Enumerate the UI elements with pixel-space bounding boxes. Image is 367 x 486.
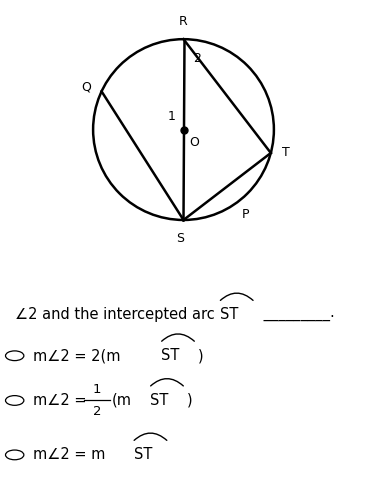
Text: 1: 1 [93,383,102,396]
Text: ST: ST [220,308,239,322]
Text: Q: Q [81,81,91,94]
Text: ST: ST [161,348,180,363]
Text: ST: ST [134,448,152,462]
Text: 2: 2 [93,405,102,417]
Text: ): ) [198,348,204,363]
Text: O: O [189,137,199,149]
Text: (m: (m [112,393,132,408]
Text: P: P [242,208,250,221]
Text: 1: 1 [168,109,176,122]
Text: R: R [179,16,188,28]
Text: ∠2 and the intercepted arc: ∠2 and the intercepted arc [15,308,214,322]
Text: _________.: _________. [259,308,334,322]
Text: ): ) [187,393,193,408]
Text: m∠2 = 2(m: m∠2 = 2(m [33,348,120,363]
Text: T: T [281,146,290,159]
Text: S: S [177,232,185,245]
Text: 2: 2 [193,52,201,65]
Text: m∠2 =: m∠2 = [33,393,91,408]
Text: m∠2 = m: m∠2 = m [33,448,105,462]
Text: ST: ST [150,393,169,408]
